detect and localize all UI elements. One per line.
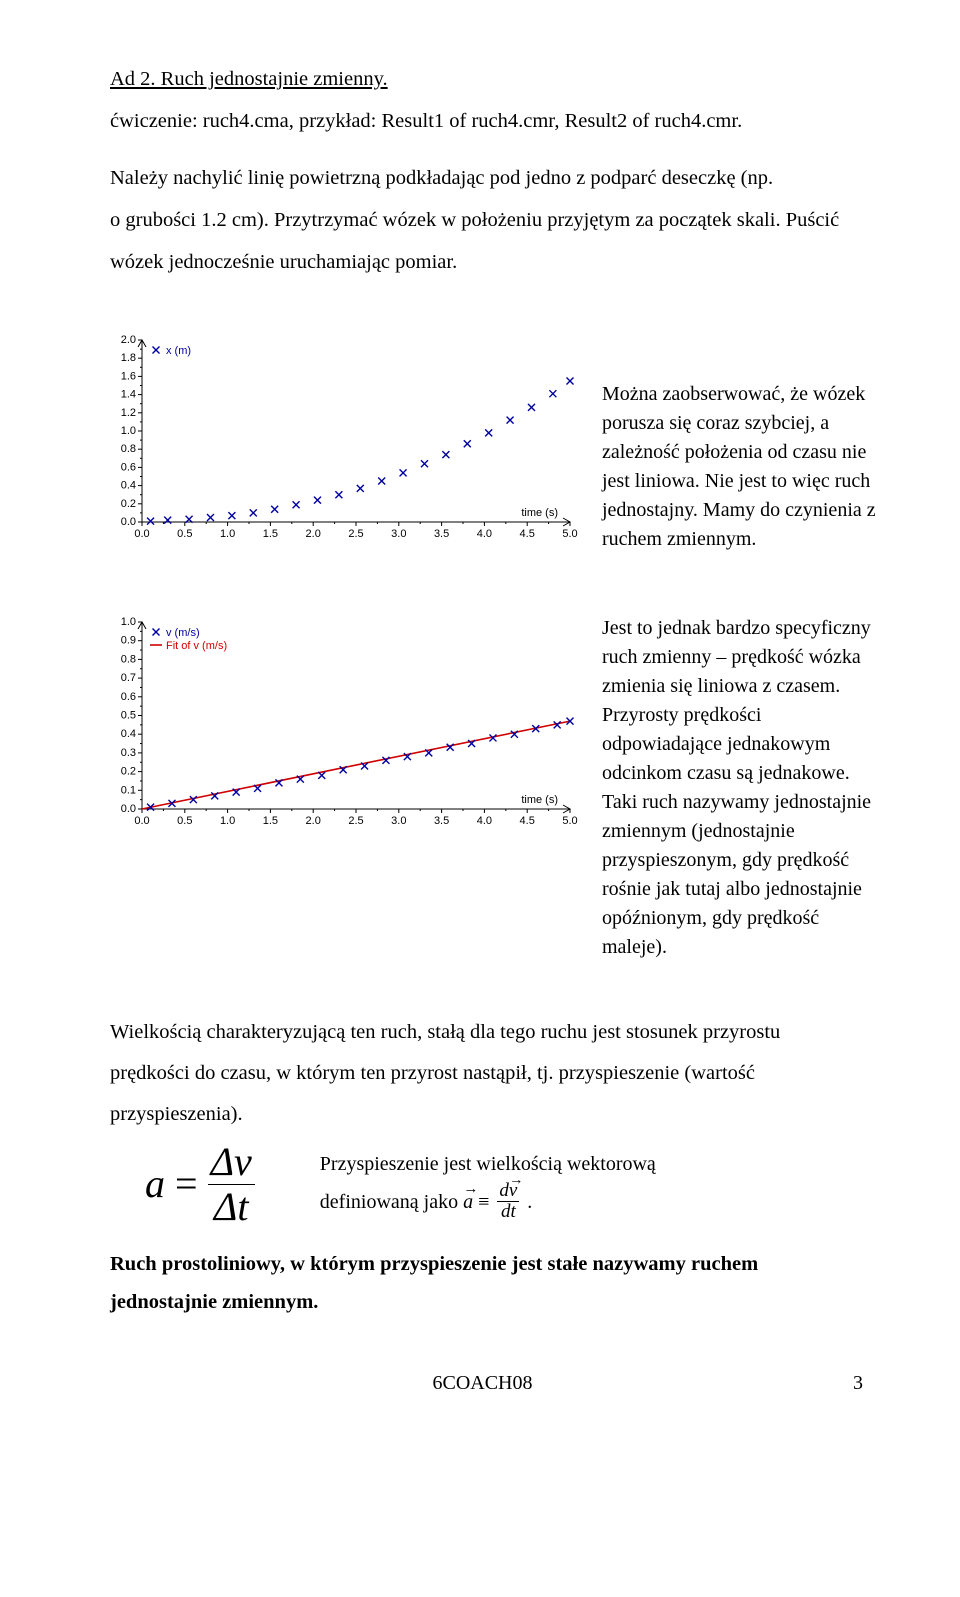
- svg-text:0.4: 0.4: [121, 728, 136, 740]
- svg-text:v (m/s): v (m/s): [166, 627, 200, 639]
- svg-text:0.5: 0.5: [177, 815, 192, 827]
- svg-text:2.5: 2.5: [348, 815, 363, 827]
- svg-text:1.0: 1.0: [121, 425, 136, 437]
- formula-den: Δt: [211, 1186, 252, 1228]
- final-line2: jednostajnie zmiennym.: [110, 1291, 318, 1313]
- svg-text:1.4: 1.4: [121, 388, 136, 400]
- formula-desc-line1: Przyspieszenie jest wielkością wektorową: [320, 1153, 656, 1175]
- formula-desc: Przyspieszenie jest wielkością wektorową…: [320, 1145, 865, 1224]
- svg-text:3.0: 3.0: [391, 528, 406, 540]
- svg-text:2.0: 2.0: [306, 528, 321, 540]
- chart1-caption: Można zaobserwować, że wózek porusza się…: [602, 380, 877, 554]
- intro-line-1: Należy nachylić linię powietrzną podkład…: [110, 159, 865, 198]
- svg-text:4.5: 4.5: [520, 815, 535, 827]
- svg-text:1.5: 1.5: [263, 528, 278, 540]
- para2-line2: prędkości do czasu, w którym ten przyros…: [110, 1062, 755, 1084]
- formula-desc-line2-post: .: [527, 1191, 532, 1213]
- svg-text:4.0: 4.0: [477, 528, 492, 540]
- formula-acceleration: a = Δv Δt: [145, 1141, 255, 1228]
- svg-text:1.5: 1.5: [263, 815, 278, 827]
- svg-text:3.5: 3.5: [434, 815, 449, 827]
- svg-text:x (m): x (m): [166, 345, 191, 357]
- svg-text:4.5: 4.5: [520, 528, 535, 540]
- svg-text:0.0: 0.0: [134, 528, 149, 540]
- intro-line-3: wózek jednocześnie uruchamiając pomiar.: [110, 243, 865, 282]
- formula-desc-line2-pre: definiowaną jako: [320, 1191, 463, 1213]
- svg-text:4.0: 4.0: [477, 815, 492, 827]
- svg-text:3.5: 3.5: [434, 528, 449, 540]
- svg-text:Fit of v (m/s): Fit of v (m/s): [166, 640, 227, 652]
- svg-text:2.0: 2.0: [306, 815, 321, 827]
- formula-num: Δv: [208, 1141, 255, 1183]
- svg-text:1.8: 1.8: [121, 352, 136, 364]
- svg-text:3.0: 3.0: [391, 815, 406, 827]
- svg-text:2.0: 2.0: [121, 334, 136, 346]
- svg-text:1.0: 1.0: [121, 616, 136, 628]
- svg-text:5.0: 5.0: [562, 815, 577, 827]
- formula-small-eq: ≡: [478, 1191, 489, 1213]
- formula-lhs: a: [145, 1146, 165, 1222]
- svg-text:1.0: 1.0: [220, 815, 235, 827]
- svg-text:0.2: 0.2: [121, 497, 136, 509]
- para2-line3: przyspieszenia).: [110, 1103, 243, 1125]
- svg-text:time (s): time (s): [521, 507, 558, 519]
- exercise-line: ćwiczenie: ruch4.cma, przykład: Result1 …: [110, 102, 865, 141]
- formula-eq: =: [175, 1146, 198, 1222]
- intro-line-2: o grubości 1.2 cm). Przytrzymać wózek w …: [110, 201, 865, 240]
- svg-text:0.0: 0.0: [121, 803, 136, 815]
- chart2-caption: Jest to jednak bardzo specyficzny ruch z…: [602, 614, 877, 962]
- svg-text:0.5: 0.5: [177, 528, 192, 540]
- formula-small-lhs: a: [463, 1183, 473, 1221]
- svg-text:0.8: 0.8: [121, 443, 136, 455]
- svg-text:0.3: 0.3: [121, 747, 136, 759]
- svg-text:0.7: 0.7: [121, 672, 136, 684]
- chart-velocity-vs-time: 0.0 0.1 0.2 0.3 0.4 0.5 0.6 0.7 0.8 0.9 1.0 0.0 0.5 1…: [110, 614, 580, 829]
- svg-text:0.0: 0.0: [121, 516, 136, 528]
- svg-text:1.2: 1.2: [121, 406, 136, 418]
- svg-text:0.6: 0.6: [121, 461, 136, 473]
- svg-text:0.8: 0.8: [121, 653, 136, 665]
- svg-text:0.0: 0.0: [134, 815, 149, 827]
- svg-text:0.5: 0.5: [121, 709, 136, 721]
- svg-text:1.6: 1.6: [121, 370, 136, 382]
- footer-doc-code: 6COACH08: [112, 1364, 853, 1402]
- svg-text:0.9: 0.9: [121, 634, 136, 646]
- svg-text:2.5: 2.5: [348, 528, 363, 540]
- chart-position-vs-time: 0.0 0.2 0.4 0.6 0.8 1.0 1.2 1.4 1.6 1.8 2.0 0.0 0.5 1…: [110, 332, 580, 542]
- svg-text:0.4: 0.4: [121, 479, 136, 491]
- para2-line1: Wielkością charakteryzującą ten ruch, st…: [110, 1021, 780, 1043]
- svg-text:0.6: 0.6: [121, 690, 136, 702]
- svg-text:0.2: 0.2: [121, 765, 136, 777]
- final-line1: Ruch prostoliniowy, w którym przyspiesze…: [110, 1253, 758, 1275]
- svg-text:0.1: 0.1: [121, 784, 136, 796]
- formula-small-den: dt: [499, 1202, 518, 1222]
- section-heading: Ad 2. Ruch jednostajnie zmienny.: [110, 60, 865, 99]
- svg-text:5.0: 5.0: [562, 528, 577, 540]
- svg-text:time (s): time (s): [521, 794, 558, 806]
- svg-text:1.0: 1.0: [220, 528, 235, 540]
- footer-page-number: 3: [853, 1364, 863, 1402]
